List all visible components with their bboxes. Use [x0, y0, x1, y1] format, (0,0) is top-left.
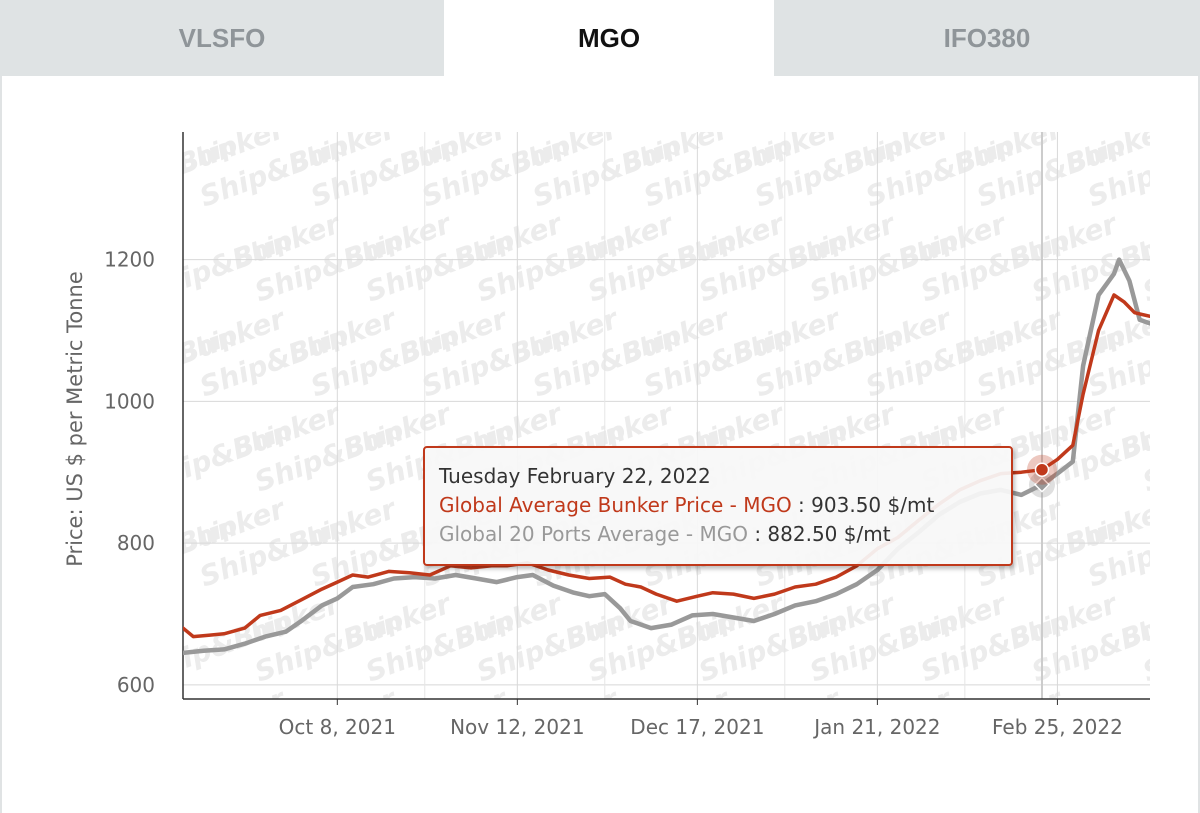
marker-20-ports	[1033, 476, 1051, 493]
tab-ifo380[interactable]: IFO380	[774, 0, 1200, 76]
series-global-average-line	[183, 293, 1150, 639]
watermark-text: Ship	[175, 701, 241, 748]
x-tick-label: Feb 25, 2022	[992, 715, 1123, 739]
watermark-text: Ship&Bunker	[140, 76, 347, 118]
tab-vlsfo[interactable]: VLSFO	[0, 0, 444, 76]
watermark-text: Ship	[342, 76, 408, 83]
tooltip: Tuesday February 22, 2022 Global Average…	[423, 446, 1013, 566]
tooltip-separator-1: :	[798, 493, 805, 517]
watermark-text: Ship&Bunker	[806, 76, 1013, 118]
watermark-text: Ship	[1119, 76, 1185, 83]
watermark-text: Ship&Bunker	[1139, 76, 1200, 118]
tooltip-date: Tuesday February 22, 2022	[439, 464, 711, 488]
x-tick-label: Jan 21, 2022	[812, 715, 940, 739]
y-tick-label: 600	[117, 673, 155, 697]
watermark-text: Ship	[675, 76, 741, 83]
watermark-text: Ship&Bunker	[584, 76, 791, 118]
frame-border-right	[1198, 76, 1200, 813]
watermark-text: Ship&Bunker	[29, 76, 236, 118]
watermark-text: Ship	[119, 226, 185, 273]
watermark-text: Ship	[1118, 226, 1184, 273]
axes-layer: 600 800 1000 1200 Oct 8, 2021 Nov 12, 2021 Dec…	[104, 132, 1150, 739]
watermark-text: Ship&Bunker	[1194, 111, 1200, 213]
watermark-text: Ship	[786, 76, 852, 83]
watermark-text: Ship&Bunker	[1194, 681, 1200, 783]
watermark-text: Ship	[1008, 76, 1074, 83]
watermark-text: Ship	[1174, 321, 1200, 368]
tooltip-separator-2: :	[754, 522, 762, 546]
watermark-text: Ship&Bunker	[362, 76, 569, 118]
watermark-text: Ship	[897, 76, 963, 83]
y-axis-label: Price: US $ per Metric Tonne	[63, 271, 87, 567]
tooltip-series1-label: Global Average Bunker Price - MGO	[439, 493, 792, 517]
x-tick-label: Nov 12, 2021	[450, 715, 584, 739]
tooltip-series2-label: Global 20 Ports Average - MGO	[439, 522, 748, 546]
y-tick-label: 1200	[104, 248, 155, 272]
watermark-text: Ship	[64, 131, 130, 178]
watermark-text: Ship	[1118, 606, 1184, 653]
price-chart: ShipShip&BunkerShipShip&BunkerShipShip&B…	[9, 76, 1200, 786]
watermark-text: Ship&Bunker	[1194, 301, 1200, 403]
watermark-text: Ship&Bunker	[917, 76, 1124, 118]
watermark-text: Ship&Bunker	[473, 76, 680, 118]
watermark-text: Ship	[564, 76, 630, 83]
watermark-text: Ship	[120, 76, 186, 83]
tooltip-series2-row: Global 20 Ports Average - MGO : 882.50 $…	[439, 520, 1011, 549]
watermark-text: Ship&Bunker	[84, 681, 291, 783]
tooltip-series1-value: 903.50 $/mt	[811, 493, 935, 517]
watermark-text: Ship	[119, 606, 185, 653]
watermark-text: Ship	[9, 76, 75, 83]
watermark-text: Ship	[231, 76, 297, 83]
y-tick-label: 800	[117, 531, 155, 555]
marker-global-average	[1034, 462, 1050, 477]
watermark-text: Ship	[1118, 416, 1184, 463]
watermark-text: Ship	[1174, 511, 1200, 558]
fuel-type-tabs: VLSFO MGO IFO380	[0, 0, 1200, 76]
tooltip-series2-value: 882.50 $/mt	[767, 522, 891, 546]
watermark-text: Ship	[1174, 131, 1200, 178]
watermark-text: Ship&Bunker	[1194, 491, 1200, 593]
tab-mgo[interactable]: MGO	[444, 0, 774, 76]
marker-layer	[1026, 454, 1057, 498]
tooltip-series1-row: Global Average Bunker Price - MGO : 903.…	[439, 491, 1011, 520]
watermark-text: Ship&Bunker	[695, 76, 902, 118]
watermark-text: Ship	[119, 416, 185, 463]
x-tick-label: Dec 17, 2021	[630, 715, 764, 739]
watermark-text: Ship&Bunker	[251, 76, 458, 118]
y-tick-label: 1000	[104, 389, 155, 413]
watermark-text: Ship&Bunker	[1028, 76, 1200, 118]
x-tick-label: Oct 8, 2021	[279, 715, 396, 739]
frame-border-left	[0, 76, 2, 813]
watermark-text: Ship	[64, 701, 130, 748]
watermark-text: Ship	[453, 76, 519, 83]
watermark-text: Ship	[1174, 701, 1200, 748]
